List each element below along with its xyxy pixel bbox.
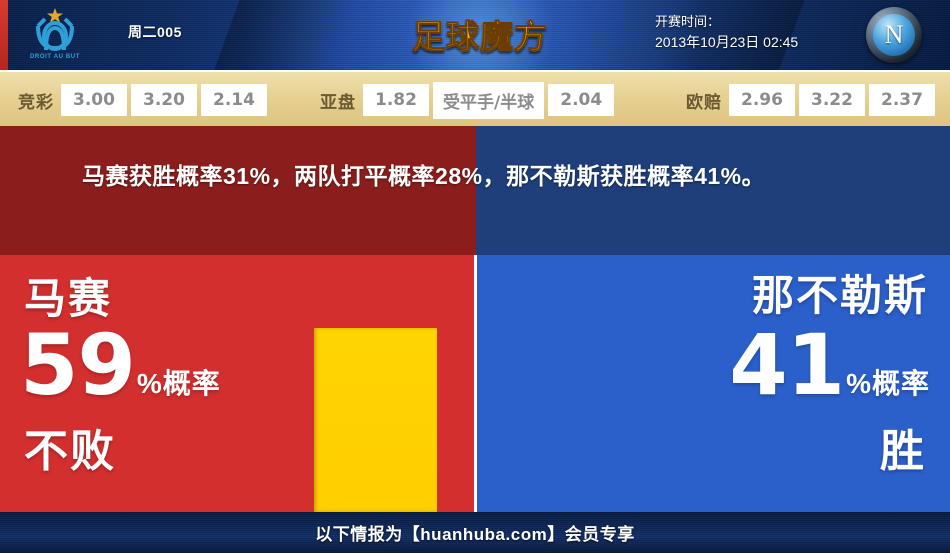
- odds-bar: 竞彩 3.00 3.20 2.14 亚盘 1.82 受平手/半球 2.04 欧赔…: [0, 70, 950, 126]
- away-probability-panel: 那不勒斯 41 %概率 胜: [476, 255, 950, 512]
- odds-group-label: 欧赔: [686, 92, 722, 112]
- footer-membership-note: 以下情报为【huanhuba.com】会员专享: [315, 525, 635, 544]
- panel-divider: [474, 255, 477, 512]
- odds-value-home[interactable]: 3.00: [61, 84, 127, 116]
- home-probability-panel: 马赛 59 %概率 不败: [0, 255, 476, 512]
- header-diagonal-left: [199, 0, 371, 70]
- summary-banner-left-bg: [0, 126, 476, 255]
- brand-logo-text: 足球魔方: [412, 10, 548, 58]
- probability-panels: 马赛 59 %概率 不败 那不勒斯 41 %概率 胜: [0, 255, 950, 512]
- euro-odds-home[interactable]: 2.96: [729, 84, 795, 116]
- away-team-crest-icon: N: [866, 7, 922, 63]
- brand-logo: 足球魔方: [400, 8, 560, 60]
- match-number: 周二005: [128, 24, 182, 40]
- summary-banner-text: 马赛获胜概率31%，两队打平概率28%，那不勒斯获胜概率41%。: [82, 163, 766, 189]
- odds-group-label: 亚盘: [320, 92, 356, 112]
- home-crest-motto: DROIT AU BUT: [30, 54, 80, 60]
- handicap-line[interactable]: 受平手/半球: [433, 81, 545, 119]
- away-crest-letter: N: [884, 20, 904, 49]
- home-probability-value-block: 59 %概率: [20, 316, 221, 414]
- away-crest-inner: N: [873, 14, 915, 56]
- home-team-name: 马赛: [24, 275, 113, 322]
- odds-value-away[interactable]: 2.14: [201, 84, 267, 116]
- away-probability-value-block: 41 %概率: [729, 316, 930, 414]
- handicap-value-home[interactable]: 1.82: [363, 84, 429, 116]
- header-bar: DROIT AU BUT 周二005 足球魔方 开赛时间： 2013年10月23…: [0, 0, 950, 70]
- euro-odds-away[interactable]: 2.37: [869, 84, 935, 116]
- handicap-value-away[interactable]: 2.04: [548, 84, 615, 116]
- odds-value-draw[interactable]: 3.20: [131, 84, 197, 116]
- euro-odds-draw[interactable]: 3.22: [799, 84, 865, 116]
- away-verdict: 胜: [880, 427, 926, 476]
- footer-bar: 以下情报为【huanhuba.com】会员专享: [0, 512, 950, 553]
- kickoff-label: 开赛时间：: [655, 14, 721, 29]
- summary-banner-right-bg: [476, 126, 950, 255]
- away-probability-number: 41: [729, 316, 845, 414]
- kickoff-time-block: 开赛时间： 2013年10月23日 02:45: [655, 12, 845, 52]
- odds-group-jingcai: 竞彩 3.00 3.20 2.14: [18, 72, 271, 128]
- home-verdict: 不败: [24, 427, 116, 476]
- kickoff-value: 2013年10月23日 02:45: [655, 34, 799, 50]
- summary-banner: [0, 126, 950, 255]
- away-probability-suffix: %概率: [846, 368, 930, 399]
- home-probability-number: 59: [20, 316, 136, 414]
- home-team-crest-icon: DROIT AU BUT: [18, 6, 92, 66]
- header-left-red-edge: [0, 0, 8, 70]
- odds-group-label: 竞彩: [18, 92, 54, 112]
- home-probability-suffix: %概率: [136, 368, 221, 399]
- home-probability-bar: [314, 328, 437, 512]
- odds-group-asian-handicap: 亚盘 1.82 受平手/半球 2.04: [320, 72, 618, 128]
- away-team-name: 那不勒斯: [751, 272, 928, 319]
- odds-group-european: 欧赔 2.96 3.22 2.37: [686, 72, 939, 128]
- header-glow: [400, 0, 560, 70]
